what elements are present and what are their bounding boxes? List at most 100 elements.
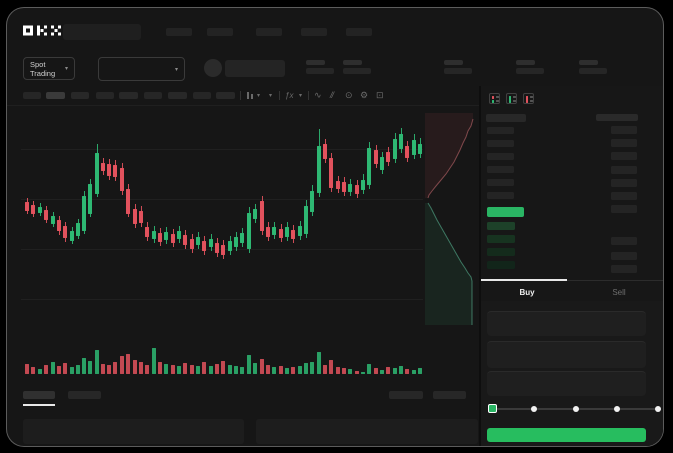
orderbook-ask-row[interactable]	[487, 153, 514, 160]
draw-tool-icon[interactable]: //	[330, 90, 334, 100]
orderbook-ask-amount[interactable]	[611, 152, 637, 160]
orderbook-bid-row[interactable]	[487, 235, 515, 243]
orderbook-ask-amount[interactable]	[611, 192, 637, 200]
orderbook-bid-amount[interactable]	[611, 252, 637, 260]
candle-body	[158, 233, 162, 242]
okx-logo[interactable]	[23, 25, 61, 36]
total-input[interactable]	[487, 371, 646, 396]
orderbook-ask-amount[interactable]	[611, 205, 637, 213]
line-tool-icon[interactable]: ∿	[314, 90, 322, 100]
timeframe-button[interactable]	[144, 92, 162, 99]
candle-body	[317, 146, 321, 193]
candle-body	[38, 207, 42, 213]
last-price-bar[interactable]	[487, 207, 524, 217]
timeframe-button[interactable]	[119, 92, 138, 99]
chevron-down-icon[interactable]: ▾	[269, 93, 273, 99]
orderbook-ask-row[interactable]	[487, 166, 514, 173]
orderbook-bid-row[interactable]	[487, 248, 515, 256]
orderbook-bid-row[interactable]	[487, 222, 515, 230]
orders-tab-active[interactable]	[23, 391, 55, 399]
volume-bar	[25, 364, 29, 374]
orderbook-ask-amount[interactable]	[611, 179, 637, 187]
slider-step-dot[interactable]	[531, 406, 538, 412]
candle-body	[279, 229, 283, 238]
active-tab-underline	[23, 404, 55, 406]
timeframe-button[interactable]	[193, 92, 211, 99]
toolbar-divider	[308, 91, 309, 100]
slider-handle[interactable]	[488, 404, 497, 413]
orderbook-bid-amount[interactable]	[611, 265, 637, 273]
candle-body	[196, 237, 200, 245]
timeframe-button[interactable]	[96, 92, 114, 99]
candlestick-chart[interactable]	[21, 111, 423, 339]
indicators-icon[interactable]: ƒx	[285, 91, 294, 100]
tab-sell[interactable]: Sell	[612, 287, 626, 297]
volume-bar	[361, 372, 365, 374]
volume-bar	[95, 350, 99, 374]
orders-link-placeholder[interactable]	[389, 391, 423, 399]
tab-buy[interactable]: Buy	[519, 287, 535, 297]
pair-title-placeholder	[63, 24, 141, 40]
orders-link-placeholder[interactable]	[433, 391, 466, 399]
slider-step-dot[interactable]	[613, 406, 620, 412]
slider-step-dot[interactable]	[572, 406, 579, 412]
volume-bar	[260, 359, 264, 374]
orderbook-ask-amount[interactable]	[611, 166, 637, 174]
orderbook-ask-row[interactable]	[487, 179, 514, 186]
orderbook-ask-row[interactable]	[487, 127, 514, 134]
candle-body	[126, 189, 130, 214]
volume-bars	[21, 341, 423, 374]
candle-body	[393, 139, 397, 159]
market-type-dropdown[interactable]: Spot Trading ▾	[23, 57, 75, 80]
candle-body	[25, 202, 29, 211]
nav-item-placeholder[interactable]	[207, 28, 233, 36]
fullscreen-icon[interactable]: ⊡	[376, 90, 384, 100]
nav-item-placeholder[interactable]	[256, 28, 282, 36]
timeframe-button-active[interactable]	[46, 92, 65, 99]
volume-bar	[215, 364, 219, 374]
orderbook-ask-row[interactable]	[487, 192, 514, 199]
volume-bar	[70, 367, 74, 374]
candle-body	[310, 191, 314, 212]
orderbook-ask-amount[interactable]	[611, 126, 637, 134]
candle-body	[51, 216, 55, 224]
nav-item-placeholder[interactable]	[346, 28, 372, 36]
screenshot-icon[interactable]: ⊙	[345, 90, 353, 100]
orderbook-view-asks-icon[interactable]	[523, 93, 534, 104]
orderbook-bid-row[interactable]	[487, 261, 515, 269]
chevron-down-icon[interactable]: ▾	[299, 93, 303, 99]
pair-select-dropdown[interactable]: ▾	[98, 57, 185, 81]
orderbook-view-both-icon[interactable]	[489, 93, 500, 104]
candle-body	[253, 209, 257, 219]
stat-value-placeholder	[579, 68, 607, 74]
nav-item-placeholder[interactable]	[166, 28, 192, 36]
nav-item-placeholder[interactable]	[301, 28, 327, 36]
orderbook-ask-row[interactable]	[487, 140, 514, 147]
candle-body	[272, 227, 276, 235]
price-input[interactable]	[487, 311, 646, 336]
slider-step-dot[interactable]	[655, 406, 661, 412]
timeframe-button[interactable]	[216, 92, 235, 99]
timeframe-button[interactable]	[71, 92, 89, 99]
candle-body	[304, 206, 308, 234]
volume-bar	[196, 366, 200, 374]
volume-bar	[285, 368, 289, 374]
orderbook-bid-amount[interactable]	[611, 237, 637, 245]
timeframe-button[interactable]	[168, 92, 187, 99]
volume-bar	[126, 354, 130, 374]
gridline	[21, 299, 423, 300]
candle-body	[101, 163, 105, 171]
candle-body	[215, 243, 219, 253]
volume-bar	[107, 365, 111, 374]
trade-panel: Buy Sell	[479, 86, 663, 446]
orderbook-view-bids-icon[interactable]	[506, 93, 517, 104]
amount-input[interactable]	[487, 341, 646, 368]
volume-bar	[38, 369, 42, 374]
candle-body	[120, 168, 124, 191]
buy-button[interactable]	[487, 428, 646, 442]
settings-gear-icon[interactable]: ⚙	[360, 90, 369, 100]
chevron-down-icon[interactable]: ▾	[257, 93, 261, 99]
orders-tab[interactable]	[68, 391, 101, 399]
orderbook-ask-amount[interactable]	[611, 139, 637, 147]
timeframe-button[interactable]	[23, 92, 41, 99]
